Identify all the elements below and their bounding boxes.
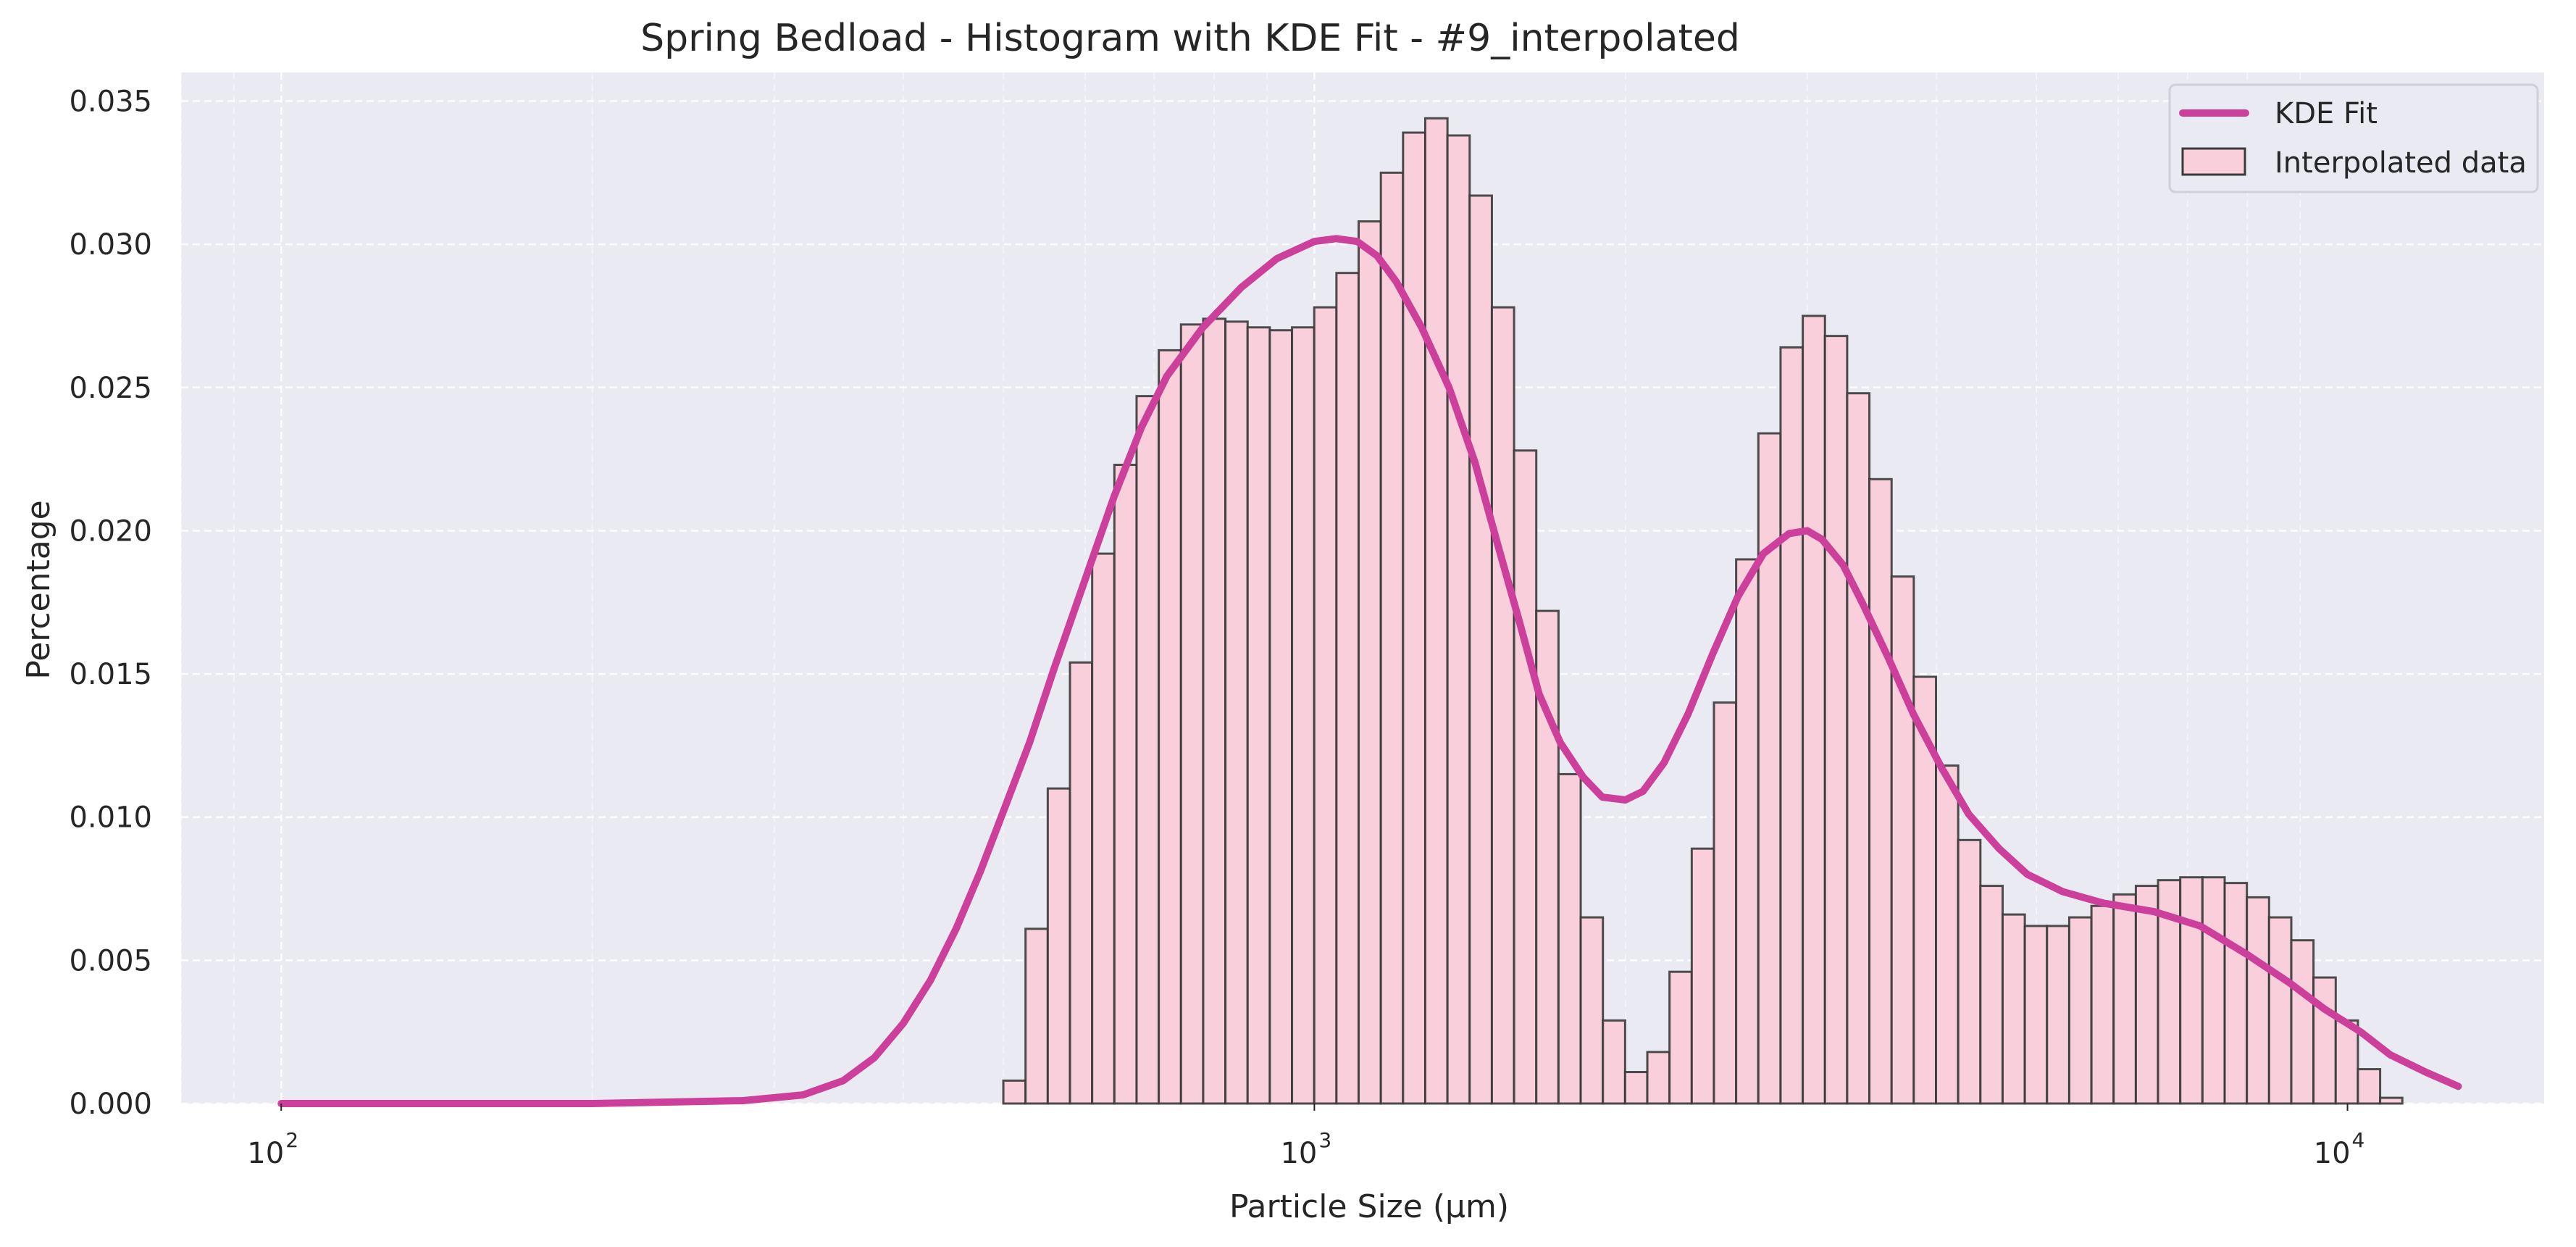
histogram-bar (1002, 1079, 1027, 1105)
y-tick-label: 0.025 (69, 372, 152, 405)
y-tick-label: 0.005 (69, 944, 152, 977)
histogram-bar (2001, 913, 2026, 1105)
histogram-bar (1069, 661, 1094, 1105)
histogram-bar (1846, 392, 1871, 1105)
histogram-bar (1779, 346, 1805, 1105)
histogram-bar (1423, 117, 1449, 1105)
histogram-bar (1158, 349, 1182, 1105)
histogram-bar (1313, 306, 1338, 1105)
x-tick-exponent: 4 (2352, 1128, 2365, 1152)
histogram-bar (1091, 552, 1116, 1105)
histogram-bar (1179, 323, 1205, 1105)
legend-kde-label: KDE Fit (2275, 97, 2378, 130)
histogram-bar (1046, 787, 1071, 1105)
histogram-bar (1890, 575, 1915, 1105)
x-tick-exponent: 2 (285, 1128, 298, 1152)
histogram-bar (1402, 131, 1426, 1105)
histogram-bar (2201, 876, 2226, 1105)
y-tick-label: 0.035 (69, 86, 152, 119)
legend-histogram-label: Interpolated data (2275, 146, 2527, 180)
histogram-bar (1646, 1051, 1671, 1105)
histogram-bar (1579, 916, 1605, 1105)
histogram-bar (2290, 939, 2315, 1105)
histogram-bar (2357, 1068, 2382, 1105)
histogram-bar (1246, 326, 1271, 1105)
chart-title: Spring Bedload - Histogram with KDE Fit … (640, 17, 1740, 60)
x-tick-label: 10 2 (247, 1128, 298, 1170)
kde-fit-line (277, 235, 2462, 1107)
x-axis-ticks: 10 2 10 3 10 4 (247, 1104, 2364, 1170)
histogram-bar (2023, 925, 2049, 1105)
histogram-bar (2179, 876, 2204, 1105)
histogram-bar (1224, 320, 1249, 1105)
legend-box (2168, 83, 2539, 193)
x-tick-label: 10 4 (2314, 1128, 2365, 1170)
x-axis-title: Particle Size (μm) (1229, 1188, 1509, 1225)
histogram-bar (2267, 916, 2293, 1105)
histogram-bar (1335, 272, 1360, 1105)
histogram-bar (1513, 449, 1538, 1105)
y-tick-label: 0.010 (69, 801, 152, 835)
histogram-bars (1002, 117, 2404, 1105)
y-tick-label: 0.020 (69, 514, 152, 548)
histogram-bar (1868, 477, 1893, 1105)
histogram-bar (1602, 1019, 1626, 1105)
histogram-bar (2134, 885, 2159, 1105)
y-axis-ticks: 0.000 0.005 0.010 0.015 0.020 0.025 0.030 0.035 (69, 86, 152, 1121)
x-tick-base: 10 (247, 1137, 284, 1170)
histogram-bar (1379, 171, 1405, 1105)
histogram-bar (1557, 772, 1582, 1105)
histogram-bar (2312, 976, 2337, 1105)
histogram-bar (1957, 838, 1982, 1105)
histogram-bar (1024, 927, 1049, 1105)
histogram-bar (1802, 314, 1826, 1105)
histogram-bar (1713, 701, 1738, 1105)
histogram-bar (1623, 1071, 1649, 1105)
histogram-bar (2223, 882, 2249, 1105)
histogram-bar (1113, 464, 1138, 1105)
histogram-bar (1735, 558, 1760, 1105)
x-tick-label: 10 3 (1280, 1128, 1331, 1170)
histogram-bar (2067, 916, 2093, 1105)
histogram-bar (2090, 904, 2115, 1105)
x-tick-exponent: 3 (1318, 1128, 1331, 1152)
y-tick-label: 0.030 (69, 228, 152, 262)
y-axis-title: Percentage (20, 500, 57, 680)
histogram-bar (2379, 1096, 2404, 1105)
histogram-bar (1935, 764, 1960, 1105)
histogram-bar (1668, 970, 1693, 1105)
y-tick-label: 0.000 (69, 1088, 152, 1121)
histogram-bar (1690, 847, 1715, 1105)
histogram-bar (2046, 925, 2070, 1105)
histogram-bar (2334, 1019, 2359, 1105)
legend: KDE Fit Interpolated data (2168, 83, 2539, 193)
histogram-bar (1823, 335, 1849, 1105)
histogram-bar (1268, 329, 1294, 1105)
histogram-bar (1468, 194, 1493, 1105)
x-tick-base: 10 (1280, 1137, 1317, 1170)
y-tick-label: 0.015 (69, 658, 152, 691)
histogram-bar (1490, 306, 1515, 1105)
x-tick-base: 10 (2314, 1137, 2351, 1170)
histogram-bar (1202, 317, 1227, 1105)
histogram-bar (2246, 896, 2270, 1105)
histogram-bar (1979, 885, 2004, 1105)
histogram-bar (1358, 220, 1382, 1105)
histogram-bar (1446, 134, 1471, 1105)
legend-histogram-swatch (2181, 147, 2246, 176)
histogram-bar (1135, 395, 1161, 1105)
histogram-bar (2112, 893, 2137, 1105)
histogram-bar (1291, 326, 1316, 1105)
histogram-bar (1757, 432, 1782, 1105)
